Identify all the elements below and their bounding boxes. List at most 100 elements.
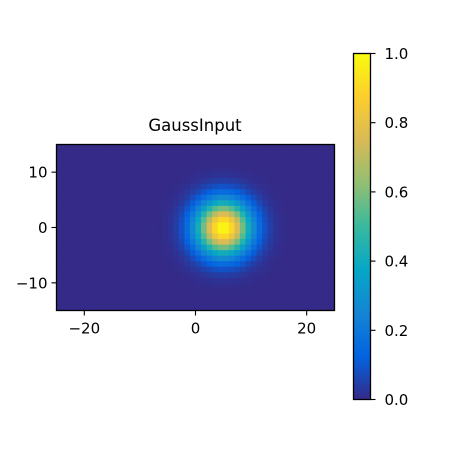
heatmap-cell [245,238,252,245]
heatmap-cell [178,172,185,179]
heatmap-cell [117,288,124,295]
heatmap-cell [173,288,180,295]
heatmap-cell [56,205,63,212]
heatmap-cell [56,227,63,234]
heatmap-cell [223,277,230,284]
heatmap-cell [56,244,63,251]
heatmap-cell [162,227,169,234]
heatmap-cell [206,227,213,234]
heatmap-cell [267,288,274,295]
heatmap-cell [95,161,102,168]
heatmap-cell [317,221,324,228]
heatmap-cell [301,288,308,295]
heatmap-cell [134,288,141,295]
heatmap-cell [201,238,208,245]
heatmap-cell [234,172,241,179]
heatmap-cell [73,172,80,179]
heatmap-cell [145,277,152,284]
heatmap-cell [201,210,208,217]
heatmap-cell [262,210,269,217]
heatmap-cell [128,277,135,284]
heatmap-cell [217,293,224,300]
heatmap-cell [123,266,130,273]
heatmap-cell [256,293,263,300]
heatmap-cell [117,183,124,190]
heatmap-cell [123,172,130,179]
heatmap-cell [328,227,335,234]
heatmap-cell [56,144,63,151]
colorbar-tick-label: 0.0 [385,391,409,409]
heatmap-cell [189,172,196,179]
heatmap-cell [201,233,208,240]
heatmap-cell [234,150,241,157]
heatmap-cell [251,288,258,295]
heatmap-cell [317,255,324,262]
heatmap-cell [95,155,102,162]
heatmap-cell [178,304,185,311]
heatmap-cell [67,271,74,278]
heatmap-cell [251,249,258,256]
heatmap-cell [89,216,96,223]
heatmap-cell [301,150,308,157]
heatmap-cell [328,155,335,162]
heatmap-cell [112,144,119,151]
heatmap-cell [84,260,91,267]
heatmap-cell [312,194,319,201]
heatmap-cell [306,183,313,190]
heatmap-cell [284,244,291,251]
heatmap-cell [290,244,297,251]
heatmap-cell [306,233,313,240]
heatmap-cell [317,144,324,151]
heatmap-cell [223,210,230,217]
heatmap-cell [262,183,269,190]
heatmap-cell [167,266,174,273]
heatmap-cell [173,221,180,228]
heatmap-cell [234,282,241,289]
heatmap-cell [151,266,158,273]
heatmap-cell [156,188,163,195]
heatmap-cell [100,255,108,262]
heatmap-cell [267,282,274,289]
heatmap-cell [95,199,102,206]
heatmap-cell [139,282,146,289]
heatmap-cell [223,183,230,190]
heatmap-cell [278,166,285,173]
heatmap-cell [117,293,124,300]
heatmap-cell [167,227,174,234]
heatmap-cell [267,199,274,206]
heatmap-cell [56,304,63,311]
heatmap-cell [256,172,263,179]
heatmap-cell [206,166,213,173]
heatmap-cell [223,177,230,184]
heatmap-cell [167,210,174,217]
heatmap-cell [139,210,146,217]
heatmap-cell [95,249,102,256]
heatmap-cell [267,150,274,157]
heatmap-cell [217,161,224,168]
heatmap-cell [223,227,230,234]
heatmap-cell [106,304,113,311]
heatmap-cell [106,166,113,173]
heatmap-cell [117,277,124,284]
heatmap-cell [262,177,269,184]
heatmap-cell [117,177,124,184]
heatmap-cell [290,172,297,179]
heatmap-cell [100,282,108,289]
heatmap-cell [78,199,85,206]
heatmap-cell [206,238,213,245]
heatmap-cell [195,216,202,223]
heatmap-cell [317,210,324,217]
heatmap-cell [223,255,230,262]
heatmap-cell [100,293,108,300]
heatmap-cell [256,282,263,289]
heatmap-cell [267,183,274,190]
heatmap-cell [273,161,280,168]
heatmap-cell [301,266,308,273]
heatmap-cell [217,150,224,157]
heatmap-cell [212,188,219,195]
heatmap-cell [100,249,108,256]
heatmap-cell [284,249,291,256]
heatmap-cell [301,255,308,262]
heatmap-cell [84,244,91,251]
heatmap-cell [151,293,158,300]
